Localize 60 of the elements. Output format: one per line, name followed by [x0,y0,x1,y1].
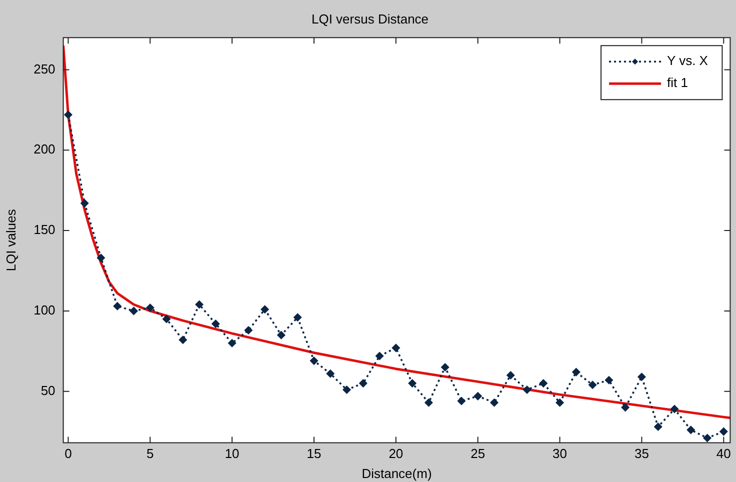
point [195,300,204,308]
point [64,110,72,119]
point [212,320,220,328]
point [686,426,695,434]
point [113,302,122,310]
point [244,326,252,334]
y-tick-label: 50 [40,382,56,398]
point [474,392,482,400]
point [490,398,498,406]
x-tick-label: 20 [388,446,404,462]
y-tick-label: 250 [34,61,56,76]
y-tick-label: 200 [34,142,56,157]
point [588,381,596,389]
point [326,370,334,378]
point [179,336,187,344]
point [703,434,712,442]
point [277,331,286,339]
point [638,372,646,381]
x-tick-label: 35 [634,446,649,462]
point [260,305,269,314]
x-tick-label: 40 [716,446,731,462]
point [720,428,728,436]
point [376,352,384,360]
y-tick-label: 150 [34,222,56,238]
x-tick-label: 10 [224,446,240,462]
x-tick-label: 5 [146,446,154,462]
point [441,363,449,372]
point [572,368,580,376]
point [523,386,531,394]
point [310,356,318,365]
point [97,254,105,262]
x-tick-label: 25 [470,446,486,462]
chart-title: LQI versus Distance [311,11,429,26]
point [458,397,466,405]
y-axis-title: LQI values [3,208,18,272]
x-axis-title: Distance(m) [362,466,432,481]
x-tick-label: 15 [306,446,322,462]
point [392,344,400,352]
point [556,398,564,406]
point [621,404,630,412]
point [80,199,88,208]
point [670,405,678,413]
point [228,339,236,348]
point [605,376,613,384]
legend-label: Y vs. X [667,53,708,68]
point [654,422,662,431]
point [130,307,138,315]
point [359,379,368,388]
point [506,371,515,380]
point [540,379,548,388]
legend-label: fit 1 [667,75,688,90]
point [162,315,170,323]
x-tick-label: 0 [64,446,72,462]
point [294,313,302,322]
point [408,379,416,388]
point [424,398,433,406]
y-tick-label: 100 [34,302,56,318]
point [146,304,154,312]
x-tick-label: 30 [552,446,568,462]
point [342,386,351,394]
